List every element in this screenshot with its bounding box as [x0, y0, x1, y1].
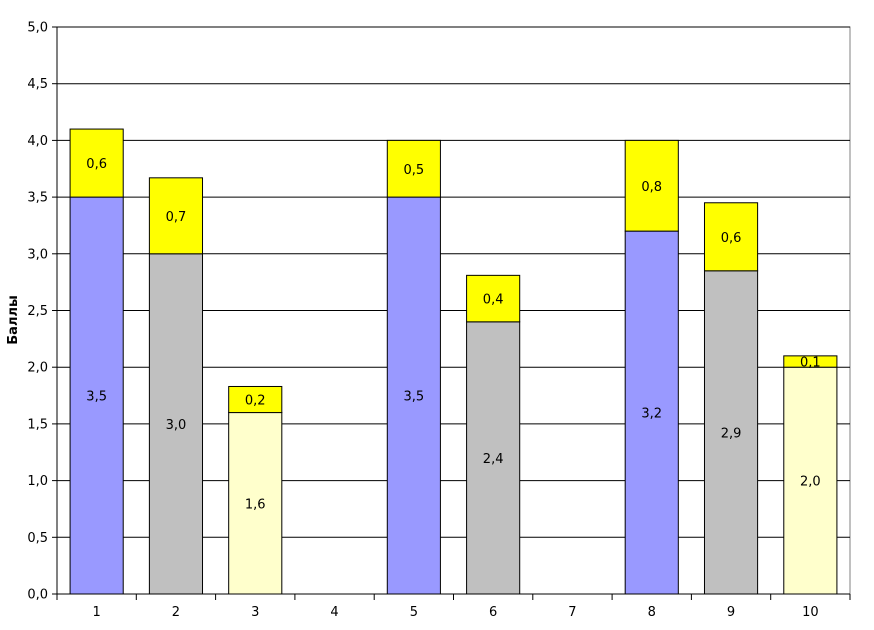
y-tick-label: 1,5 — [27, 417, 48, 432]
y-tick-label: 2,0 — [27, 361, 48, 376]
x-tick-label: 1 — [93, 605, 101, 620]
bar-segment-top — [148, 177, 204, 255]
y-tick-label: 5,0 — [27, 21, 48, 36]
x-tick-label: 2 — [172, 605, 180, 620]
data-label-base: 3,5 — [86, 390, 107, 405]
x-tick-label: 3 — [251, 605, 259, 620]
x-tick-label: 9 — [727, 605, 735, 620]
data-label-top: 0,2 — [245, 394, 266, 409]
bar-segment-base — [703, 270, 759, 595]
bar-segment-base — [624, 230, 679, 595]
data-label-base: 3,5 — [404, 390, 425, 405]
y-axis-label: Баллы — [6, 295, 21, 344]
bars — [69, 128, 838, 595]
data-label-top: 0,6 — [721, 231, 742, 246]
bar-segment-base — [783, 366, 838, 595]
data-label-base: 2,0 — [800, 475, 821, 490]
data-label-base: 2,4 — [483, 452, 504, 467]
bar-segment-base — [148, 253, 204, 595]
data-label-top: 0,1 — [800, 356, 821, 371]
bar-segment-top — [228, 385, 283, 414]
y-tick-label: 4,5 — [27, 77, 48, 92]
x-tick-label: 4 — [330, 605, 338, 620]
y-tick-label: 3,0 — [27, 247, 48, 262]
data-label-base: 3,0 — [166, 418, 187, 433]
bar-segment-top — [624, 139, 679, 232]
data-labels: 3,5 0,6 3,0 0,7 1,6 0,2 3,5 0,5 2,4 0,4 3,2 0,8 2,9 0… — [86, 157, 820, 512]
data-label-base: 1,6 — [245, 497, 266, 512]
bar-segment-base — [386, 196, 441, 595]
y-axis-ticks: 0,0 0,5 1,0 1,5 2,0 2,5 3,0 3,5 4,0 4,5 5,0 — [27, 21, 57, 603]
data-label-top: 0,5 — [404, 163, 425, 178]
x-tick-label: 7 — [568, 605, 576, 620]
y-tick-label: 1,0 — [27, 474, 48, 489]
data-label-base: 2,9 — [721, 426, 742, 441]
data-label-top: 0,4 — [483, 293, 504, 308]
bar-segment-top — [386, 139, 441, 198]
bar-segment-top — [466, 274, 521, 323]
bar-segment-top — [703, 202, 759, 272]
data-label-top: 0,8 — [641, 180, 662, 195]
y-tick-label: 0,0 — [27, 588, 48, 603]
x-tick-label: 6 — [489, 605, 497, 620]
bar-segment-top — [69, 128, 124, 198]
data-label-base: 3,2 — [641, 407, 662, 422]
x-tick-label: 5 — [410, 605, 418, 620]
data-label-top: 0,6 — [86, 157, 107, 172]
y-tick-label: 3,5 — [27, 191, 48, 206]
bar-segment-top — [783, 355, 838, 368]
y-tick-label: 0,5 — [27, 531, 48, 546]
bar-segment-base — [466, 321, 521, 595]
x-tick-label: 10 — [802, 605, 819, 620]
y-tick-label: 4,0 — [27, 134, 48, 149]
y-tick-label: 2,5 — [27, 304, 48, 319]
x-tick-label: 8 — [648, 605, 656, 620]
data-label-top: 0,7 — [166, 210, 187, 225]
